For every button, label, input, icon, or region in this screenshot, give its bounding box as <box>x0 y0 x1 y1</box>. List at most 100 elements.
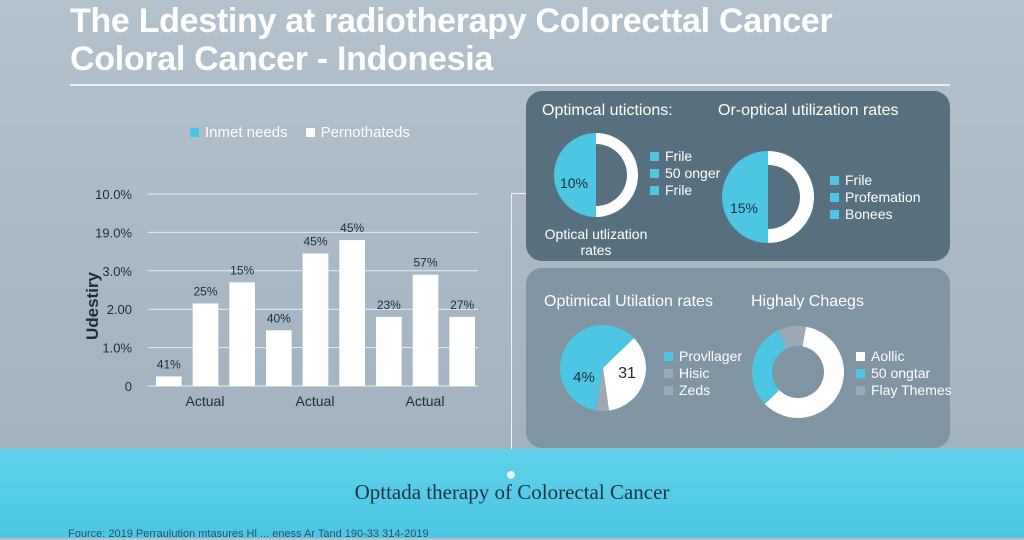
bar <box>266 330 292 386</box>
title-divider <box>70 84 950 86</box>
bar <box>156 376 182 386</box>
donut-hole <box>596 144 627 206</box>
legend-label: Zeds <box>679 382 711 398</box>
legend-swatch <box>650 186 659 195</box>
connector-dot <box>507 471 515 479</box>
legend-swatch-white <box>305 128 315 137</box>
donut-1-center-label: 10% <box>560 175 588 191</box>
legend-row: Aollic <box>856 348 952 365</box>
legend-label: Flay Themes <box>871 382 952 398</box>
title-line-2: Coloral Cancer - Indonesia <box>70 40 493 78</box>
legend-swatch <box>830 193 839 202</box>
legend-label: Frile <box>845 172 873 188</box>
bar-data-label: 23% <box>377 298 401 312</box>
legend-swatch-cyan <box>190 128 199 137</box>
chart-caption: Opttada therapy of Colorectal Cancer <box>354 480 670 504</box>
legend-swatch <box>830 176 839 185</box>
donut-1-caption-line-2: rates <box>580 242 612 258</box>
legend-swatch <box>856 352 865 361</box>
y-tick-label: 19.0% <box>95 225 132 240</box>
donut-3-title: Optimical Utilation rates <box>544 293 713 310</box>
connector-line <box>511 193 526 194</box>
panel-top: Optimcal utictions: Or-optical utilizati… <box>526 91 950 261</box>
donut-3-legend: Provllager Hisic Zeds <box>664 348 742 399</box>
bar <box>412 274 439 386</box>
panel-bottom: Optimical Utilation rates Highaly Chaegs… <box>526 268 952 448</box>
legend-item-performed: Pernothateds <box>305 124 410 141</box>
legend-row: Profemation <box>830 189 920 206</box>
legend-row: Hisic <box>664 365 742 382</box>
legend-label: Bonees <box>845 206 893 222</box>
donut-slice <box>764 326 844 418</box>
bar-data-label: 27% <box>450 298 474 312</box>
donut-2-title: Or-optical utilization rates <box>718 102 899 119</box>
legend-row: 50 onger <box>650 165 720 182</box>
donut-1: 10% <box>553 133 639 217</box>
bar-chart: 10.0% 19.0% 3.0% 2.00 1.0% 0 41% 25% 15% 40% 45% 4… <box>83 187 478 409</box>
legend-label: Provllager <box>679 348 743 364</box>
bar-chart-legend: Inmet needs Pernothateds <box>190 124 410 141</box>
bar-data-label: 45% <box>340 221 364 235</box>
legend-label: Hisic <box>679 365 710 381</box>
legend-row: Frile <box>650 182 720 199</box>
legend-label: 50 ongtar <box>871 365 931 381</box>
donut-4-legend: Aollic 50 ongtar Flay Themes <box>856 348 952 399</box>
legend-swatch <box>650 169 659 178</box>
x-tick-label: Actual <box>186 393 225 409</box>
donut-3-slice-label-2: 31 <box>618 365 636 382</box>
donut-4 <box>752 326 844 418</box>
y-tick-label: 3.0% <box>102 264 132 279</box>
donut-slice <box>777 326 806 349</box>
legend-swatch <box>664 386 673 395</box>
legend-row: Flay Themes <box>856 382 952 399</box>
bar-data-label: 25% <box>193 284 217 298</box>
legend-row: 50 ongtar <box>856 365 952 382</box>
legend-item-unmet: Inmet needs <box>190 124 288 141</box>
legend-label: Pernothateds <box>320 124 410 141</box>
legend-label: Profemation <box>845 189 921 205</box>
donut-slice <box>595 368 609 411</box>
y-tick-label: 2.00 <box>107 302 132 317</box>
legend-label: Inmet needs <box>205 124 288 141</box>
donut-slice <box>603 338 646 411</box>
bar <box>302 253 329 386</box>
bar-data-label: 57% <box>413 256 437 270</box>
y-axis-label: Udestiry <box>83 271 102 340</box>
legend-row: Zeds <box>664 382 742 399</box>
bar-data-label: 45% <box>303 235 327 249</box>
donut-slice <box>721 151 768 243</box>
donut-1-legend: Frile 50 onger Frile <box>650 148 720 199</box>
title-line-1: The Ldestiny at radiotherapy Colorecttal… <box>70 2 833 40</box>
legend-swatch <box>856 386 865 395</box>
bar-data-label: 15% <box>230 263 254 277</box>
legend-swatch <box>664 352 673 361</box>
donut-2: 15% <box>721 151 815 243</box>
bar <box>192 303 219 386</box>
legend-label: Aollic <box>871 348 905 364</box>
donut-4-title: Highaly Chaegs <box>751 293 864 310</box>
legend-swatch <box>830 210 839 219</box>
connector-line <box>511 193 512 475</box>
bar <box>376 316 402 386</box>
source-footnote: Fource: 2019 Perraulution mtasures Hl ..… <box>68 528 429 540</box>
donut-2-center-label: 15% <box>730 200 758 216</box>
y-tick-label: 1.0% <box>102 341 132 356</box>
donut-2-legend: Frile Profemation Bonees <box>830 172 920 223</box>
legend-row: Bonees <box>830 206 920 223</box>
x-tick-label: Actual <box>406 393 445 409</box>
y-tick-label: 0 <box>125 379 132 394</box>
donut-1-title: Optimcal utictions: <box>542 102 673 119</box>
page-title: The Ldestiny at radiotherapy Colorecttal… <box>70 2 833 78</box>
caption-band <box>0 449 1024 538</box>
bar <box>229 282 255 386</box>
donut-1-caption: Optical utlization rates <box>536 226 656 258</box>
bar <box>339 240 365 386</box>
legend-label: 50 onger <box>665 165 721 181</box>
donut-slice <box>553 133 596 217</box>
legend-swatch <box>664 369 673 378</box>
legend-row: Frile <box>830 172 920 189</box>
donut-3-slice-label-1: 4% <box>573 369 595 386</box>
donut-hole <box>768 165 800 229</box>
donut-3: 4% 31 <box>560 325 646 411</box>
legend-label: Frile <box>665 182 693 198</box>
